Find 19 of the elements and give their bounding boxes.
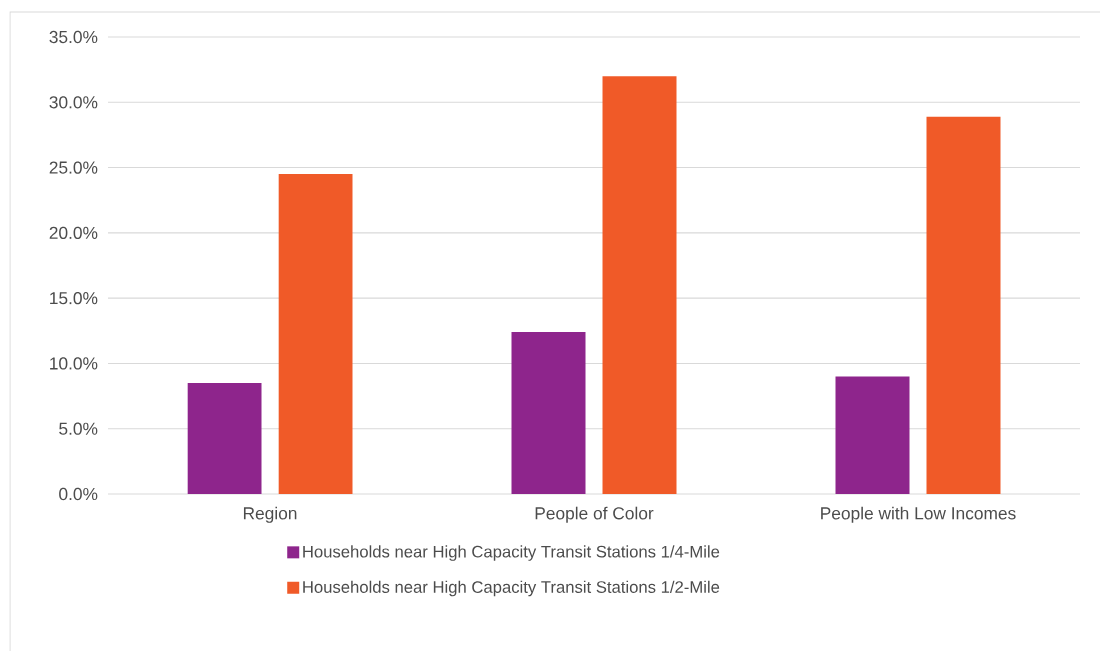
bar [835,376,910,494]
x-tick-label: Region [243,506,297,523]
legend-label: Households near High Capacity Transit Stations 1/2-Mile [303,580,720,597]
bar [278,174,353,494]
bar [511,332,586,494]
bar [187,383,262,494]
y-tick-label: 15.0% [50,292,98,305]
x-tick-label: People with Low Incomes [821,506,1016,523]
y-tick-label: 0.0% [59,487,98,501]
x-tick-label: People of Color [535,506,654,523]
y-tick-label: 20.0% [49,226,98,239]
y-tick-label: 25.0% [49,161,98,174]
y-tick-label: 30.0% [49,96,98,109]
legend-label: Households near High Capacity Transit Stations 1/4-Mile [303,545,720,561]
y-tick-label: 10.0% [50,357,98,370]
bar [926,116,1001,494]
bar [602,76,677,494]
y-tick-label: 35.0% [49,30,98,44]
y-tick-label: 5.0% [59,422,98,435]
